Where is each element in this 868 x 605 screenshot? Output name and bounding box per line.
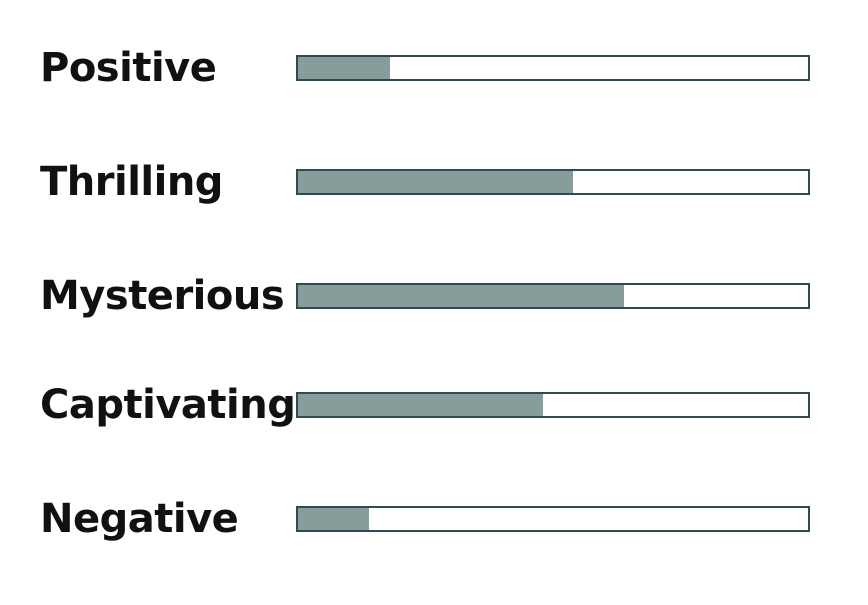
bar-fill: [298, 394, 543, 416]
bar-row: Positive: [0, 38, 868, 98]
bar-row: Negative: [0, 489, 868, 549]
category-label: Mysterious: [40, 273, 285, 319]
bar-track: [296, 169, 810, 195]
bar-fill: [298, 57, 390, 79]
bar-track: [296, 283, 810, 309]
bar-fill: [298, 508, 370, 530]
bar-row: Thrilling: [0, 152, 868, 212]
bar-fill: [298, 285, 625, 307]
bar-row: Captivating: [0, 375, 868, 435]
category-label: Positive: [40, 45, 217, 91]
bar-row: Mysterious: [0, 266, 868, 326]
bar-track: [296, 506, 810, 532]
bar-track: [296, 392, 810, 418]
category-label: Captivating: [40, 382, 296, 428]
bar-track: [296, 55, 810, 81]
category-label: Negative: [40, 496, 239, 542]
bar-fill: [298, 171, 574, 193]
category-label: Thrilling: [40, 159, 223, 205]
